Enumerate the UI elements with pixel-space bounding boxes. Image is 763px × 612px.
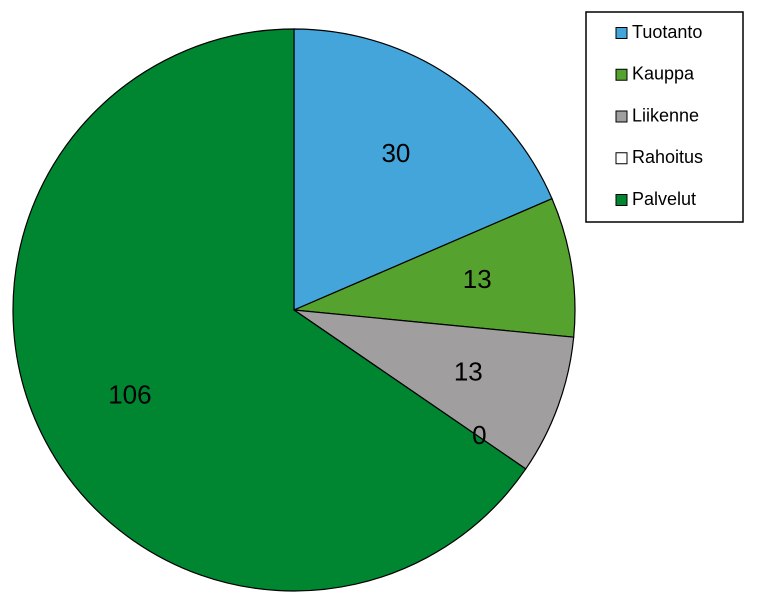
legend-box — [585, 11, 744, 223]
legend-swatch — [615, 194, 628, 206]
legend-label: Liikenne — [632, 105, 699, 125]
legend-label: Tuotanto — [632, 22, 702, 42]
legend-label: Palvelut — [632, 189, 696, 209]
legend-label: Kauppa — [632, 64, 695, 84]
data-label: 13 — [454, 356, 483, 386]
data-label: 106 — [108, 379, 151, 409]
legend-label: Rahoitus — [632, 147, 703, 167]
legend-swatch — [615, 152, 628, 165]
legend-swatch — [615, 110, 628, 123]
pie-slice — [12, 28, 527, 592]
legend-swatch — [615, 68, 628, 81]
data-label: 13 — [463, 264, 492, 294]
data-label: 0 — [472, 420, 486, 450]
pie-slice — [293, 28, 553, 311]
data-label: 30 — [381, 138, 410, 168]
legend-swatch — [615, 27, 628, 39]
pie-slice — [293, 197, 576, 338]
pie-slice — [293, 309, 575, 470]
